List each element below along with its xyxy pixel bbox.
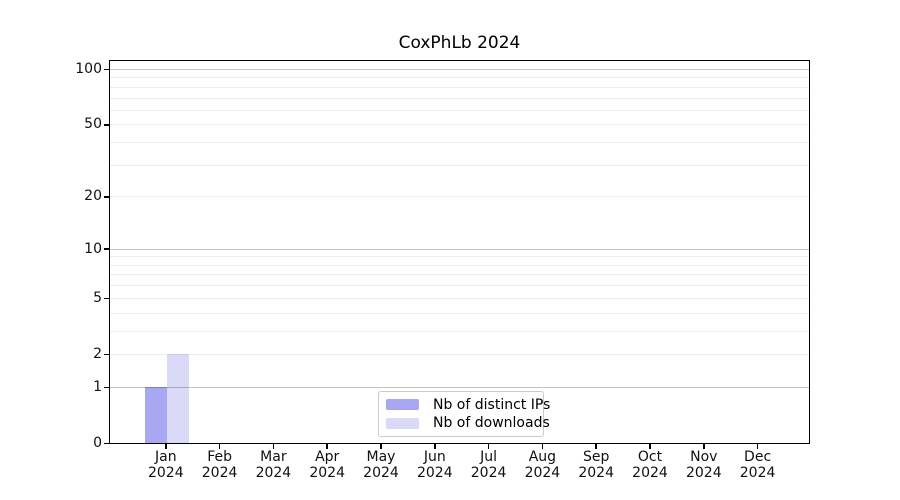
x-tick-label-dec: Dec 2024	[730, 449, 786, 481]
gridline-minor-20	[110, 196, 809, 198]
x-tick-label-jul: Jul 2024	[461, 449, 517, 481]
y-tick-label-2: 2	[93, 345, 102, 362]
x-tick-mark-may	[380, 443, 382, 449]
x-tick-month-apr: Apr	[315, 449, 340, 465]
y-tick-label-10: 10	[84, 240, 102, 257]
x-tick-month-jul: Jul	[480, 449, 498, 465]
y-tick-mark-10	[104, 248, 109, 250]
gridline-minor-6	[110, 285, 809, 287]
legend-swatch-distinct-ips	[386, 399, 419, 411]
bar-nb-of-downloads-jan	[166, 353, 189, 443]
gridline-minor-3	[110, 330, 809, 332]
x-tick-mark-nov	[703, 443, 705, 449]
x-tick-year-mar: 2024	[255, 464, 292, 481]
x-tick-mark-apr	[326, 443, 328, 449]
gridline-minor-60	[110, 109, 809, 111]
y-tick-mark-100	[104, 68, 109, 71]
y-tick-mark-1	[104, 386, 109, 389]
x-tick-month-sep: Sep	[582, 449, 610, 465]
legend: Nb of distinct IPs Nb of downloads	[378, 391, 550, 437]
gridline-decade-100	[110, 69, 809, 70]
x-tick-year-apr: 2024	[309, 464, 345, 481]
gridline-minor-5	[110, 297, 809, 299]
x-tick-month-nov: Nov	[690, 449, 718, 465]
legend-label-downloads: Nb of downloads	[433, 415, 550, 432]
x-tick-year-oct: 2024	[632, 464, 668, 481]
x-tick-month-feb: Feb	[207, 449, 232, 465]
x-tick-year-nov: 2024	[685, 464, 722, 481]
x-tick-month-may: May	[366, 449, 396, 465]
gridline-minor-9	[110, 256, 809, 258]
x-tick-year-dec: 2024	[739, 464, 776, 481]
x-tick-mark-sep	[595, 443, 597, 449]
x-tick-mark-feb	[218, 443, 221, 449]
x-tick-month-oct: Oct	[637, 449, 663, 465]
x-tick-label-jan: Jan 2024	[138, 449, 194, 481]
x-tick-year-jun: 2024	[416, 464, 453, 481]
x-tick-year-aug: 2024	[524, 464, 561, 481]
x-tick-month-dec: Dec	[744, 449, 772, 465]
x-tick-label-mar: Mar 2024	[245, 449, 301, 481]
x-tick-label-nov: Nov 2024	[676, 449, 732, 481]
x-tick-year-may: 2024	[363, 464, 399, 481]
gridline-minor-70	[110, 97, 809, 99]
gridline-minor-40	[110, 142, 809, 144]
chart-title: CoxPhLb 2024	[398, 33, 521, 53]
x-tick-year-feb: 2024	[201, 464, 238, 481]
y-tick-label-50: 50	[84, 116, 102, 133]
y-tick-mark-5	[104, 297, 109, 300]
bar-nb-of-distinct-ips-jan	[145, 386, 167, 443]
gridline-minor-8	[110, 264, 809, 266]
y-tick-label-1: 1	[93, 378, 102, 395]
x-tick-year-jan: 2024	[147, 464, 184, 481]
x-tick-mark-jul	[487, 443, 490, 449]
x-tick-year-sep: 2024	[578, 464, 614, 481]
y-tick-mark-20	[104, 196, 109, 198]
y-tick-label-0: 0	[93, 435, 102, 451]
x-tick-year-jul: 2024	[470, 464, 507, 481]
x-tick-mark-oct	[649, 443, 651, 449]
legend-swatch-downloads	[386, 417, 419, 429]
x-tick-label-sep: Sep 2024	[568, 449, 624, 481]
x-tick-label-apr: Apr 2024	[299, 449, 355, 481]
x-tick-month-aug: Aug	[528, 449, 557, 465]
x-tick-label-oct: Oct 2024	[622, 449, 678, 481]
y-tick-label-100: 100	[75, 61, 102, 77]
gridline-decade-1	[110, 386, 809, 388]
gridline-minor-50	[110, 124, 809, 126]
x-tick-month-jan: Jan	[155, 449, 177, 465]
x-tick-month-mar: Mar	[260, 449, 287, 465]
y-tick-label-5: 5	[93, 289, 102, 306]
x-tick-mark-mar	[272, 443, 275, 449]
gridline-decade-10	[110, 248, 809, 250]
y-tick-label-20: 20	[84, 188, 102, 205]
legend-item-downloads: Nb of downloads	[386, 415, 550, 431]
x-tick-mark-jan	[165, 443, 167, 449]
x-tick-label-jun: Jun 2024	[407, 449, 463, 481]
x-tick-mark-dec	[756, 443, 759, 449]
x-tick-mark-aug	[541, 443, 544, 449]
gridline-minor-4	[110, 312, 809, 314]
x-tick-label-feb: Feb 2024	[192, 449, 248, 481]
gridline-minor-80	[110, 86, 809, 88]
plot-area	[109, 60, 810, 444]
gridline-minor-2	[110, 353, 809, 355]
y-tick-mark-2	[104, 353, 109, 356]
legend-item-distinct-ips: Nb of distinct IPs	[386, 397, 550, 413]
x-tick-label-aug: Aug 2024	[514, 449, 570, 481]
x-tick-mark-jun	[434, 443, 436, 449]
gridline-minor-30	[110, 164, 809, 166]
x-tick-label-may: May 2024	[353, 449, 409, 481]
y-tick-mark-50	[104, 124, 109, 126]
legend-label-distinct-ips: Nb of distinct IPs	[433, 396, 551, 413]
x-tick-month-jun: Jun	[423, 449, 446, 465]
y-tick-mark-0	[104, 442, 109, 445]
gridline-minor-90	[110, 77, 809, 79]
gridline-minor-7	[110, 274, 809, 276]
